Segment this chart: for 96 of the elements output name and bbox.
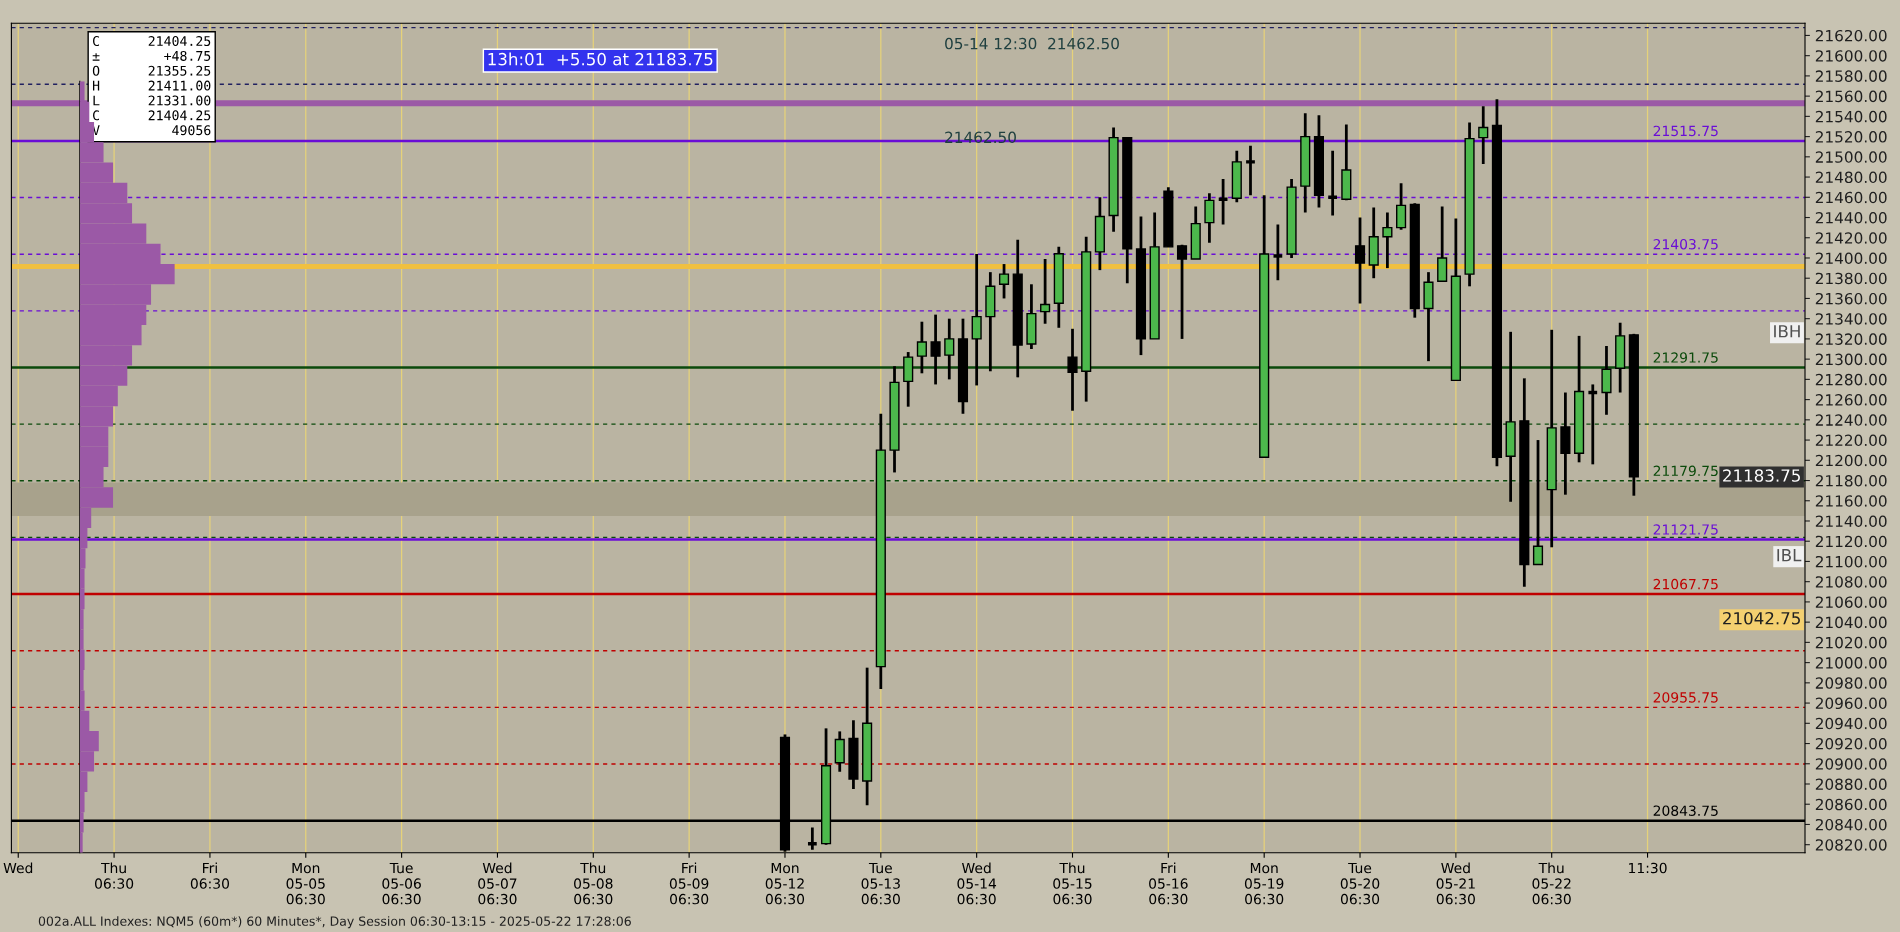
y-tick-label: 21160.00 bbox=[1815, 495, 1887, 507]
y-tick-label: 21420.00 bbox=[1815, 232, 1887, 244]
x-tick-label: Fri 05-09 06:30 bbox=[669, 862, 709, 905]
ref-line-label: 21291.75 bbox=[1653, 352, 1718, 363]
annotation: 05-14 12:30 21462.50 bbox=[945, 37, 1119, 50]
y-tick-label: 21460.00 bbox=[1815, 191, 1887, 204]
x-tick-label: Tue 05-20 06:30 bbox=[1340, 862, 1380, 905]
y-tick-label: 21020.00 bbox=[1815, 636, 1887, 649]
candlestick bbox=[944, 317, 955, 381]
candlestick bbox=[1176, 243, 1188, 341]
ref-line-label: 21067.75 bbox=[1653, 578, 1718, 590]
candlestick bbox=[916, 320, 927, 375]
y-tick-label: 21100.00 bbox=[1815, 555, 1887, 568]
y-tick-label: 21360.00 bbox=[1815, 292, 1887, 305]
y-tick-label: 21080.00 bbox=[1815, 576, 1887, 588]
candlestick bbox=[1040, 257, 1051, 326]
x-tick-label: Wed 05-07 06:30 bbox=[478, 862, 517, 905]
x-tick-label: Mon 05-19 06:30 bbox=[1244, 862, 1284, 905]
y-tick-label: 21560.00 bbox=[1815, 90, 1887, 103]
x-tick-label: Thu 05-08 06:30 bbox=[574, 862, 613, 905]
y-tick-label: 21380.00 bbox=[1815, 272, 1887, 285]
y-tick-label: 21060.00 bbox=[1815, 596, 1887, 608]
y-tick-label: 20840.00 bbox=[1815, 818, 1887, 831]
y-tick-label: 21000.00 bbox=[1815, 657, 1887, 669]
x-tick-label: Wed 05-14 06:30 bbox=[957, 862, 997, 905]
annotation: IBH bbox=[1774, 325, 1800, 338]
y-tick-label: 20820.00 bbox=[1815, 839, 1887, 851]
x-tick-label: Fri 05-16 06:30 bbox=[1149, 862, 1188, 905]
x-tick-label: Mon 05-12 06:30 bbox=[765, 862, 805, 905]
candlestick bbox=[1328, 149, 1338, 217]
annotation: IBL bbox=[1777, 549, 1802, 562]
ref-line-label: 21515.75 bbox=[1653, 125, 1718, 137]
candlestick bbox=[807, 826, 817, 852]
x-tick-label: Fri 06:30 bbox=[190, 862, 230, 889]
x-tick-label: Thu 05-22 06:30 bbox=[1532, 862, 1571, 905]
annotation: 21183.75 bbox=[1723, 469, 1800, 482]
y-tick-label: 21300.00 bbox=[1815, 353, 1887, 366]
candlestick bbox=[1246, 144, 1255, 197]
x-tick-label: Tue 05-13 06:30 bbox=[861, 862, 900, 905]
candlestick bbox=[834, 730, 845, 774]
y-tick-label: 21140.00 bbox=[1815, 515, 1887, 528]
y-tick-label: 20920.00 bbox=[1815, 738, 1887, 750]
y-tick-label: 20880.00 bbox=[1815, 778, 1887, 791]
y-tick-label: 21520.00 bbox=[1815, 131, 1887, 143]
x-tick-label: Thu 05-15 06:30 bbox=[1053, 862, 1092, 905]
ref-line-label: 20843.75 bbox=[1653, 805, 1718, 816]
candlestick bbox=[930, 313, 941, 386]
candlestick bbox=[1601, 344, 1612, 417]
ref-line-label: 21179.75 bbox=[1653, 465, 1718, 477]
y-tick-label: 21120.00 bbox=[1815, 535, 1887, 548]
y-tick-label: 21220.00 bbox=[1815, 434, 1887, 447]
x-tick-label: Thu 06:30 bbox=[94, 862, 134, 889]
candlestick bbox=[1273, 223, 1283, 282]
x-tick-label: Mon 05-05 06:30 bbox=[286, 862, 325, 905]
candlestick bbox=[1532, 438, 1544, 566]
ref-line-label: 21403.75 bbox=[1653, 238, 1718, 250]
y-tick-label: 21200.00 bbox=[1815, 454, 1887, 467]
y-tick-label: 21620.00 bbox=[1815, 29, 1887, 42]
y-tick-label: 21260.00 bbox=[1815, 394, 1887, 406]
y-tick-label: 21540.00 bbox=[1815, 110, 1887, 123]
y-tick-label: 20900.00 bbox=[1815, 758, 1887, 770]
y-tick-label: 21240.00 bbox=[1815, 414, 1887, 426]
y-tick-label: 21280.00 bbox=[1815, 373, 1887, 386]
candlestick bbox=[1396, 181, 1407, 232]
candlestick bbox=[1588, 383, 1598, 466]
y-tick-label: 20940.00 bbox=[1815, 717, 1887, 730]
y-tick-label: 21320.00 bbox=[1815, 333, 1887, 345]
text: 002a.ALL Indexes: NQM5 (60m*) 60 Minutes*, Day Session 06:30-13:15 - 2025-05-22 17:28:06 bbox=[38, 916, 631, 929]
y-tick-label: 21340.00 bbox=[1815, 313, 1887, 325]
x-tick-label: Wed 05-21 06:30 bbox=[1436, 862, 1475, 905]
y-tick-label: 21400.00 bbox=[1815, 252, 1887, 264]
y-tick-label: 21180.00 bbox=[1815, 474, 1887, 487]
candlestick bbox=[1478, 104, 1489, 166]
candlestick bbox=[1354, 216, 1366, 305]
annotation: 13h:01 +5.50 at 21183.75 bbox=[488, 52, 713, 66]
y-tick-label: 20860.00 bbox=[1815, 798, 1887, 811]
y-tick-label: 21580.00 bbox=[1815, 70, 1887, 82]
candlestick bbox=[998, 262, 1010, 300]
x-tick-label: Wed bbox=[3, 862, 33, 874]
candlestick bbox=[1204, 191, 1215, 245]
candlestick bbox=[1437, 205, 1448, 283]
y-tick-label: 21600.00 bbox=[1815, 50, 1887, 62]
x-tick-label: Tue 05-06 06:30 bbox=[382, 862, 421, 905]
ref-line-label: 21121.75 bbox=[1653, 524, 1718, 535]
x-tick-label: 11:30 bbox=[1629, 862, 1667, 874]
candlestick bbox=[1382, 211, 1393, 270]
candlestick bbox=[971, 252, 982, 387]
y-tick-label: 20960.00 bbox=[1815, 697, 1887, 710]
y-tick-label: 21040.00 bbox=[1815, 616, 1887, 629]
y-tick-label: 20980.00 bbox=[1815, 677, 1887, 689]
y-tick-label: 21440.00 bbox=[1815, 211, 1887, 224]
y-tick-label: 21480.00 bbox=[1815, 171, 1887, 184]
ref-line-label: 20955.75 bbox=[1653, 692, 1718, 703]
candlestick bbox=[1067, 327, 1078, 413]
annotation: 21042.75 bbox=[1723, 611, 1800, 625]
y-tick-label: 21500.00 bbox=[1815, 151, 1887, 163]
